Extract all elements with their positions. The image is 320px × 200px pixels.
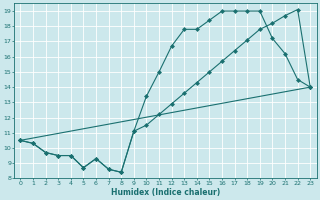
X-axis label: Humidex (Indice chaleur): Humidex (Indice chaleur) [111, 188, 220, 197]
